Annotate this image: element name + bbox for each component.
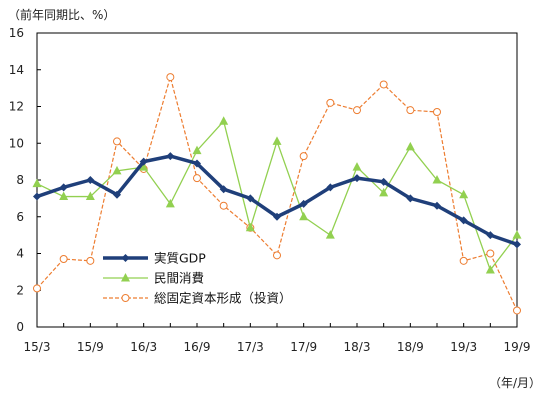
data-point bbox=[219, 116, 229, 125]
data-point bbox=[272, 136, 282, 145]
x-axis-ticks: 15/3 15/9 16/3 16/9 17/3 17/9 18/3 18/9 19/3 19/9 bbox=[24, 323, 531, 354]
data-point bbox=[405, 141, 415, 151]
plot-area-border bbox=[36, 32, 518, 328]
data-point bbox=[433, 201, 441, 210]
y-tick-label: 6 bbox=[16, 210, 24, 224]
data-point bbox=[113, 137, 121, 146]
data-point bbox=[433, 108, 441, 117]
data-point bbox=[246, 194, 255, 203]
series-2 bbox=[33, 73, 521, 315]
data-point bbox=[406, 194, 415, 203]
y-tick-label: 12 bbox=[9, 100, 24, 114]
data-point bbox=[379, 177, 388, 186]
data-point bbox=[406, 106, 415, 115]
series-1 bbox=[32, 116, 522, 274]
x-tick-label: 16/3 bbox=[130, 340, 157, 354]
data-point bbox=[459, 216, 468, 225]
legend-marker bbox=[121, 294, 130, 302]
series-layer bbox=[32, 73, 522, 315]
data-point bbox=[165, 198, 175, 208]
y-tick-label: 4 bbox=[16, 247, 24, 261]
legend-item-1: 民間消費 bbox=[103, 271, 204, 286]
y-tick-label: 16 bbox=[9, 26, 24, 40]
data-point bbox=[85, 191, 95, 201]
data-point bbox=[139, 157, 148, 166]
x-tick-label: 19/3 bbox=[450, 340, 477, 354]
data-point bbox=[459, 256, 468, 265]
data-point bbox=[112, 165, 122, 175]
data-point bbox=[486, 231, 495, 240]
data-point bbox=[513, 306, 521, 315]
data-point bbox=[86, 256, 95, 265]
data-point bbox=[512, 230, 522, 239]
data-point bbox=[59, 255, 68, 264]
legend-item-0: 実質GDP bbox=[103, 251, 206, 266]
data-point bbox=[192, 145, 202, 155]
data-point bbox=[459, 189, 469, 199]
data-point bbox=[166, 152, 175, 161]
data-point bbox=[32, 178, 42, 188]
y-tick-label: 14 bbox=[9, 63, 24, 77]
y-tick-label: 2 bbox=[16, 283, 24, 297]
data-point bbox=[352, 162, 362, 171]
data-point bbox=[166, 73, 175, 82]
x-tick-label: 15/3 bbox=[24, 340, 51, 354]
series-0 bbox=[33, 152, 521, 249]
data-point bbox=[299, 211, 309, 221]
x-tick-label: 16/9 bbox=[184, 340, 211, 354]
legend-label: 民間消費 bbox=[154, 271, 204, 286]
data-point bbox=[273, 251, 281, 260]
data-point bbox=[193, 174, 201, 183]
data-point bbox=[353, 174, 361, 183]
data-point bbox=[59, 191, 69, 201]
y-tick-label: 0 bbox=[16, 320, 24, 334]
data-point bbox=[139, 162, 149, 171]
data-point bbox=[432, 175, 442, 184]
x-unit-label: （年/月） bbox=[489, 376, 542, 390]
data-point bbox=[33, 284, 41, 293]
data-point bbox=[299, 199, 308, 208]
y-tick-label: 10 bbox=[9, 136, 24, 150]
data-point bbox=[219, 201, 228, 210]
y-unit-label: （前年同期比、%） bbox=[8, 8, 116, 22]
data-point bbox=[113, 190, 121, 199]
axes bbox=[36, 32, 518, 328]
data-point bbox=[325, 230, 335, 239]
data-point bbox=[513, 240, 521, 249]
series-line bbox=[36, 74, 518, 311]
series-line bbox=[36, 154, 518, 246]
data-point bbox=[193, 159, 201, 168]
data-point bbox=[86, 176, 95, 184]
legend-item-2: 総固定資本形成（投資） bbox=[103, 291, 292, 306]
y-tick-label: 8 bbox=[16, 173, 24, 187]
data-point bbox=[486, 249, 495, 258]
data-point bbox=[273, 212, 281, 221]
legend-label: 実質GDP bbox=[154, 251, 206, 266]
x-tick-label: 15/9 bbox=[77, 340, 104, 354]
data-point bbox=[299, 152, 308, 161]
x-tick-label: 18/9 bbox=[397, 340, 424, 354]
data-point bbox=[219, 185, 228, 194]
x-tick-label: 17/9 bbox=[290, 340, 317, 354]
data-point bbox=[353, 106, 361, 115]
data-point bbox=[379, 187, 389, 197]
data-point bbox=[326, 98, 335, 107]
x-tick-label: 19/9 bbox=[504, 340, 531, 354]
data-point bbox=[59, 183, 68, 192]
y-axis-ticks: 0 2 4 6 8 10 12 14 16 bbox=[9, 26, 41, 334]
data-point bbox=[485, 265, 495, 274]
data-point bbox=[379, 80, 388, 89]
data-point bbox=[33, 192, 41, 201]
legend-marker bbox=[121, 273, 130, 282]
legend-label: 総固定資本形成（投資） bbox=[154, 291, 292, 306]
data-point bbox=[245, 222, 255, 232]
data-point bbox=[326, 183, 335, 192]
x-tick-label: 18/3 bbox=[344, 340, 371, 354]
x-tick-label: 17/3 bbox=[237, 340, 264, 354]
legend-marker bbox=[121, 254, 130, 262]
